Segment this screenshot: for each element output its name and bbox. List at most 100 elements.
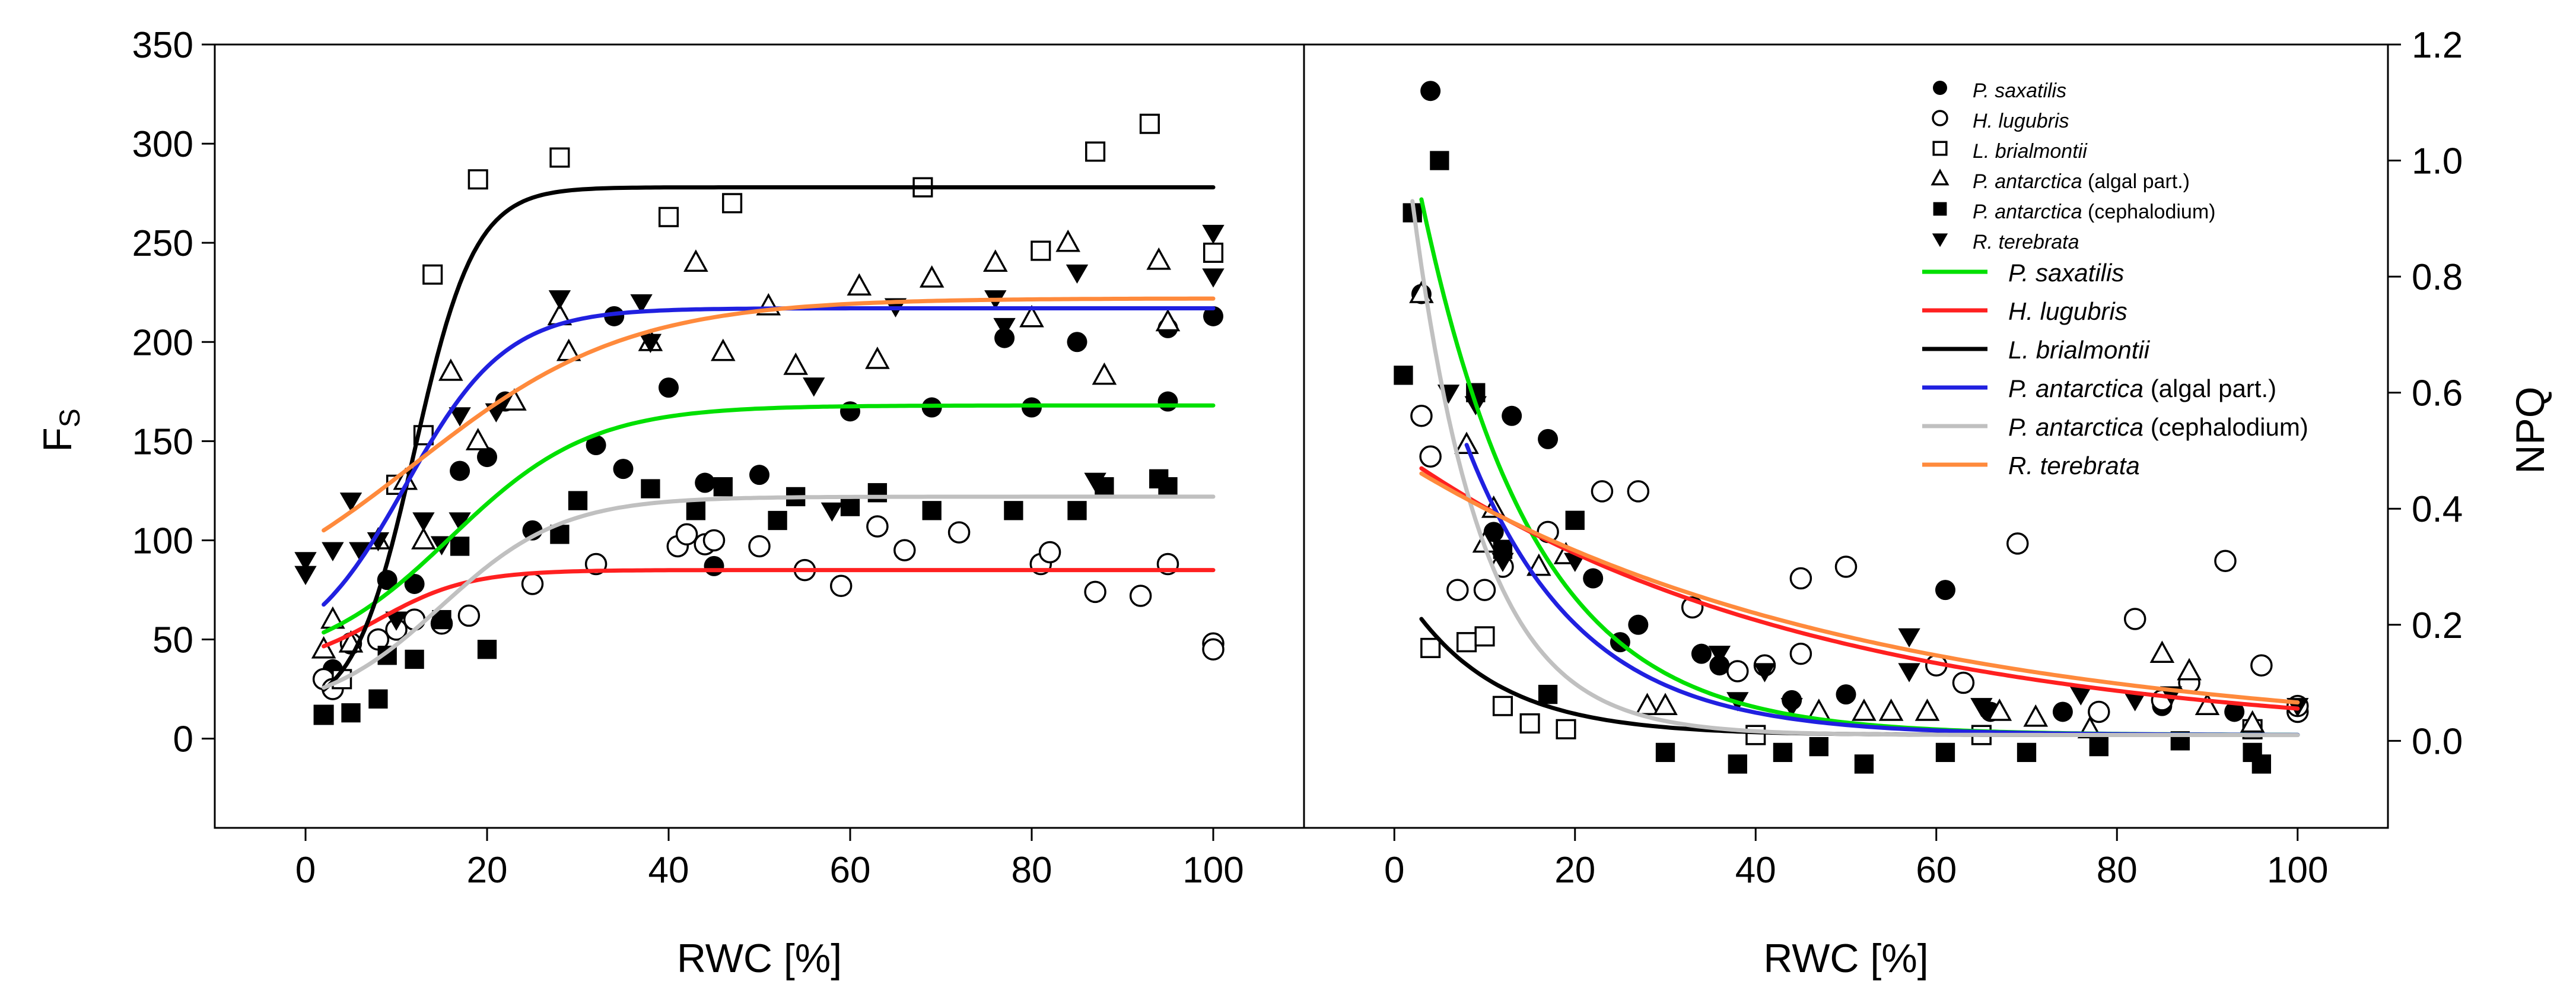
left-data-point (1019, 304, 1044, 328)
right-data-point (1935, 580, 1955, 601)
right-y-tick-label: 0.0 (2412, 721, 2463, 762)
right-data-point (1708, 646, 1731, 665)
right-data-point (2088, 700, 2110, 723)
right-data-point (1898, 663, 1920, 682)
right-data-point (1898, 628, 1920, 648)
left-data-point (613, 459, 634, 480)
left-data-point (412, 512, 435, 532)
right-x-tick-label: 40 (1735, 850, 1776, 891)
left-data-point (411, 527, 436, 550)
right-data-point (2195, 693, 2220, 716)
left-data-point (385, 611, 408, 631)
left-data-point (686, 501, 706, 520)
left-data-point (349, 542, 371, 561)
left-data-point (710, 338, 736, 361)
legend-marker (1932, 233, 1948, 247)
legend-line-entry: P. antarctica (algal part.) (1922, 374, 2276, 402)
legend-marker (1933, 202, 1947, 216)
right-data-point (1914, 698, 1940, 721)
left-data-point (294, 566, 317, 585)
left-x-tick-label: 0 (295, 850, 316, 891)
right-x-tick-label: 80 (2097, 850, 2138, 891)
right-data-point (1456, 632, 1477, 653)
right-y-tick-label: 0.2 (2412, 605, 2463, 646)
left-data-point (783, 353, 809, 375)
legend-label: H. lugubris (1973, 110, 2069, 132)
left-series-l-brialmontii (313, 113, 1224, 725)
left-data-point (683, 249, 708, 272)
left-fit-line-p-saxatilis (322, 403, 1216, 635)
right-data-point (1583, 568, 1604, 589)
right-data-point (1634, 693, 1660, 716)
right-data-point (1628, 614, 1649, 635)
right-data-point (1728, 754, 1747, 774)
right-data-point (1420, 81, 1441, 101)
left-data-point (1139, 113, 1160, 134)
legend-line-entry: L. brialmontii (1922, 336, 2151, 364)
right-data-point (1834, 555, 1858, 578)
left-data-point (658, 207, 679, 227)
left-data-point (604, 306, 625, 326)
left-data-point (1155, 309, 1181, 332)
left-data-point (749, 465, 769, 485)
legend-label: P. antarctica (algal part.) (1973, 170, 2190, 193)
left-data-point (521, 573, 544, 595)
left-y-tick-label: 150 (132, 421, 193, 462)
left-data-point (695, 472, 715, 493)
right-y-tick-label: 1.0 (2412, 141, 2463, 182)
right-data-point (2251, 754, 2271, 774)
left-x-tick-label: 60 (830, 850, 871, 891)
right-data-point (1655, 742, 1675, 763)
left-data-point (449, 407, 471, 427)
right-y-tick-label: 0.4 (2412, 489, 2463, 530)
left-data-point (675, 523, 698, 546)
right-data-point (2123, 608, 2146, 630)
legend-label: P. antarctica (cephalodium) (2008, 413, 2308, 441)
left-data-point (639, 334, 662, 353)
left-data-point (1129, 585, 1152, 607)
legend-label: L. brialmontii (1973, 140, 2088, 163)
left-data-point (468, 169, 488, 190)
left-data-point (982, 249, 1008, 272)
left-y-tick-label: 250 (132, 223, 193, 264)
right-data-point (1745, 725, 1766, 745)
right-data-point (1780, 698, 1803, 717)
right-data-point (1483, 522, 1504, 542)
left-data-point (713, 477, 733, 497)
left-y-tick-label: 300 (132, 124, 193, 165)
left-fit-line-p-antarctica-cephalodium (322, 494, 1216, 690)
left-data-point (549, 147, 570, 168)
right-data-point (1627, 480, 1650, 503)
right-data-point (1492, 696, 1513, 716)
left-data-point (829, 574, 853, 598)
legend-scatter-entry: H. lugubris (1932, 110, 2069, 132)
left-data-point (367, 532, 390, 552)
right-data-point (1491, 553, 1514, 572)
right-data-point (2149, 640, 2175, 663)
right-data-point (2240, 710, 2265, 733)
left-data-point (994, 328, 1015, 348)
right-data-point (1565, 510, 1585, 530)
right-data-point (2089, 736, 2108, 757)
legend-label: P. antarctica (cephalodium) (1973, 201, 2215, 223)
left-data-point (1146, 247, 1172, 270)
left-data-point (922, 501, 942, 520)
left-data-point (1084, 580, 1106, 604)
left-data-point (450, 536, 470, 556)
left-y-tick-label: 200 (132, 322, 193, 363)
left-panel-fs: 0 20 40 60 80 100 RWC [%] 0 50 100 150 200 250 300 350… (35, 25, 1305, 981)
left-data-point (768, 510, 787, 531)
left-data-point (339, 493, 362, 512)
right-data-point (1691, 643, 1712, 664)
left-data-point (1066, 264, 1089, 284)
right-data-point (1789, 642, 1812, 665)
right-y-tick-label: 1.2 (2412, 25, 2463, 66)
right-x-axis-label: RWC [%] (1763, 936, 1928, 981)
left-data-point (341, 703, 361, 723)
left-data-point (1202, 268, 1225, 288)
right-data-point (2177, 658, 2202, 681)
right-data-point (1473, 579, 1496, 601)
legend: P. saxatilis H. lugubris L. brialmontii P. … (1922, 80, 2308, 480)
left-plot-frame (214, 43, 1305, 829)
